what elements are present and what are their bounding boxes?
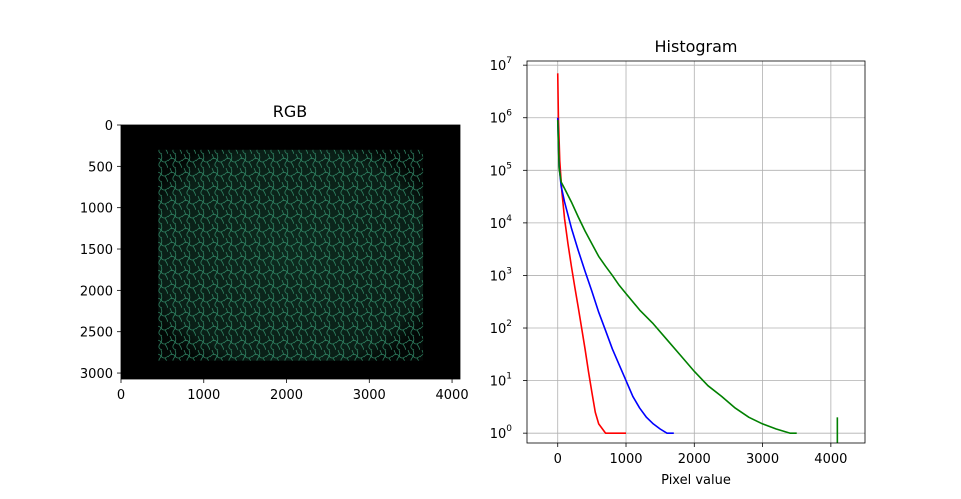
tick-exponent: 7 xyxy=(506,56,512,66)
image-frame xyxy=(120,124,461,380)
tick-exponent: 3 xyxy=(506,266,512,276)
image-y-tick-label: 3000 xyxy=(80,367,113,382)
image-y-tick-label: 1500 xyxy=(80,243,113,258)
tick-exponent: 0 xyxy=(506,424,512,434)
tick-base: 10 xyxy=(490,217,507,232)
tick-base: 10 xyxy=(490,269,507,284)
series-line-green xyxy=(556,120,797,434)
histogram-x-tick-label: 1000 xyxy=(609,452,642,467)
tick-exponent: 2 xyxy=(506,319,512,329)
series-line-red xyxy=(556,73,627,434)
tick-exponent: 1 xyxy=(506,372,512,382)
image-x-tick-label: 3000 xyxy=(353,388,386,403)
image-y-tick-label: 2000 xyxy=(80,284,113,299)
tick-base: 10 xyxy=(490,59,507,74)
histogram-y-tick-label: 100 xyxy=(490,424,513,442)
tick-base: 10 xyxy=(490,427,507,442)
histogram-y-tick-label: 107 xyxy=(490,56,512,74)
tick-base: 10 xyxy=(490,322,507,337)
histogram-y-tick-label: 103 xyxy=(490,266,512,284)
image-y-tick-label: 2500 xyxy=(80,326,113,341)
histogram-y-tick-label: 101 xyxy=(490,372,512,390)
image-y-tick-label: 500 xyxy=(88,160,113,175)
histogram-x-tick-label: 0 xyxy=(554,452,562,467)
tick-base: 10 xyxy=(490,164,507,179)
rgb-title: RGB xyxy=(273,102,308,121)
histogram-title: Histogram xyxy=(655,37,738,56)
histogram-series xyxy=(556,73,839,443)
histogram-x-tick-label: 4000 xyxy=(814,452,847,467)
tick-exponent: 4 xyxy=(506,214,512,224)
histogram-frame xyxy=(526,60,866,444)
histogram-panel: Histogram 0 1000 2000 3000 4000 100101102103… xyxy=(490,37,866,488)
image-y-tick-label: 1000 xyxy=(80,202,113,217)
histogram-xlabel: Pixel value xyxy=(661,473,731,488)
image-texture xyxy=(158,149,424,361)
image-y-ticks: 0 500 1000 1500 2000 2500 3000 xyxy=(80,119,121,382)
tick-base: 10 xyxy=(490,112,507,127)
histogram-y-tick-label: 104 xyxy=(490,214,513,232)
histogram-x-tick-label: 2000 xyxy=(678,452,711,467)
tick-base: 10 xyxy=(490,375,507,390)
tick-exponent: 5 xyxy=(506,161,512,171)
histogram-x-ticks: 0 1000 2000 3000 4000 xyxy=(554,443,847,467)
image-y-tick-label: 0 xyxy=(105,119,113,134)
image-x-tick-label: 0 xyxy=(117,388,125,403)
histogram-y-tick-label: 106 xyxy=(490,109,513,127)
histogram-grid xyxy=(527,61,865,443)
rgb-image-panel: RGB 0 1000 2000 3000 4000 0 500 1000 1500 2000 25… xyxy=(80,102,469,403)
image-x-tick-label: 2000 xyxy=(270,388,303,403)
image-x-tick-label: 1000 xyxy=(187,388,220,403)
histogram-y-tick-label: 102 xyxy=(490,319,512,337)
histogram-y-tick-label: 105 xyxy=(490,161,512,179)
tick-exponent: 6 xyxy=(506,109,512,119)
image-x-tick-label: 4000 xyxy=(436,388,469,403)
series-line-blue xyxy=(556,117,674,434)
image-x-ticks: 0 1000 2000 3000 4000 xyxy=(117,379,469,403)
histogram-x-tick-label: 3000 xyxy=(746,452,779,467)
